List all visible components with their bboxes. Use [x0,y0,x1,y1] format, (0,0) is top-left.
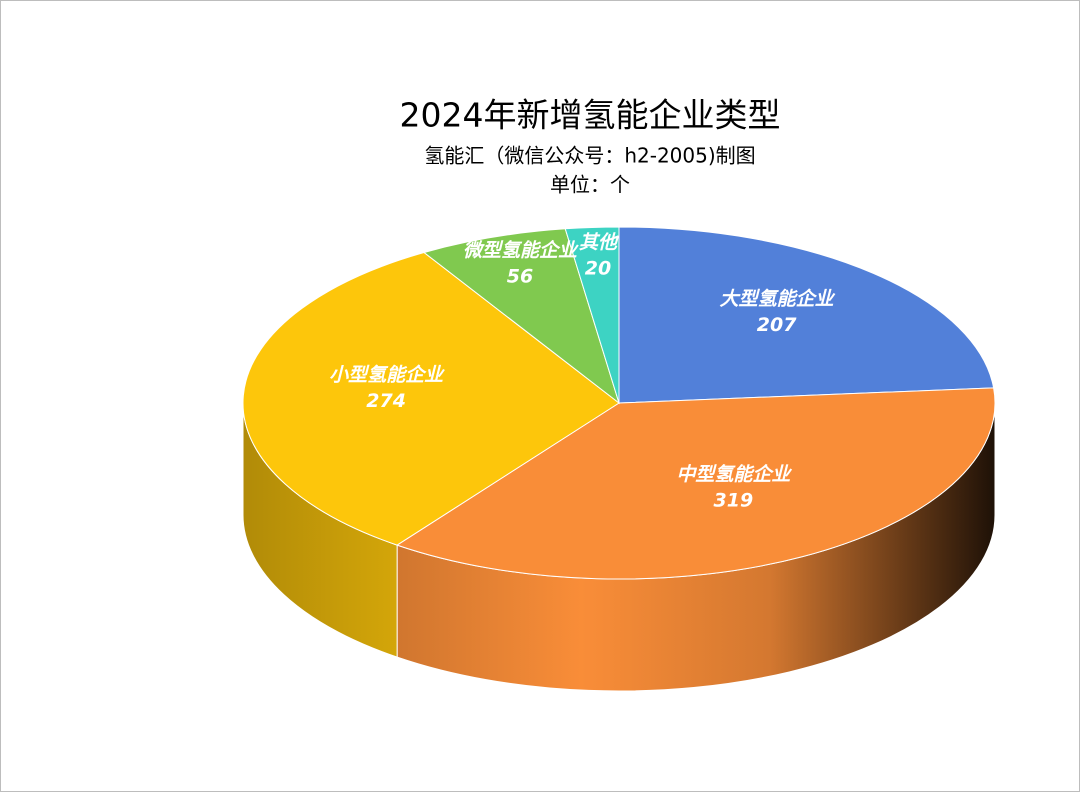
slice-label: 中型氢能企业 [676,464,792,486]
slice-value: 56 [507,265,533,287]
slice-value: 20 [585,258,611,280]
slice-label: 小型氢能企业 [329,364,445,386]
slice [564,226,620,404]
slice-label: 微型氢能企业 [463,239,579,261]
chart-title: 2024年新增氢能企业类型 [400,96,781,135]
slice-label: 其他 [579,232,620,254]
slice-value: 274 [366,390,406,412]
slice-value: 207 [757,314,797,336]
slice [242,251,620,546]
unit-label: 单位：个 [550,173,630,197]
slice-value: 319 [714,490,754,512]
chart-subtitle: 氢能汇（微信公众号：h2-2005)制图 [424,144,755,168]
slice [422,228,620,405]
slice [618,226,995,404]
slice-label: 大型氢能企业 [720,288,836,310]
slice [395,387,996,580]
